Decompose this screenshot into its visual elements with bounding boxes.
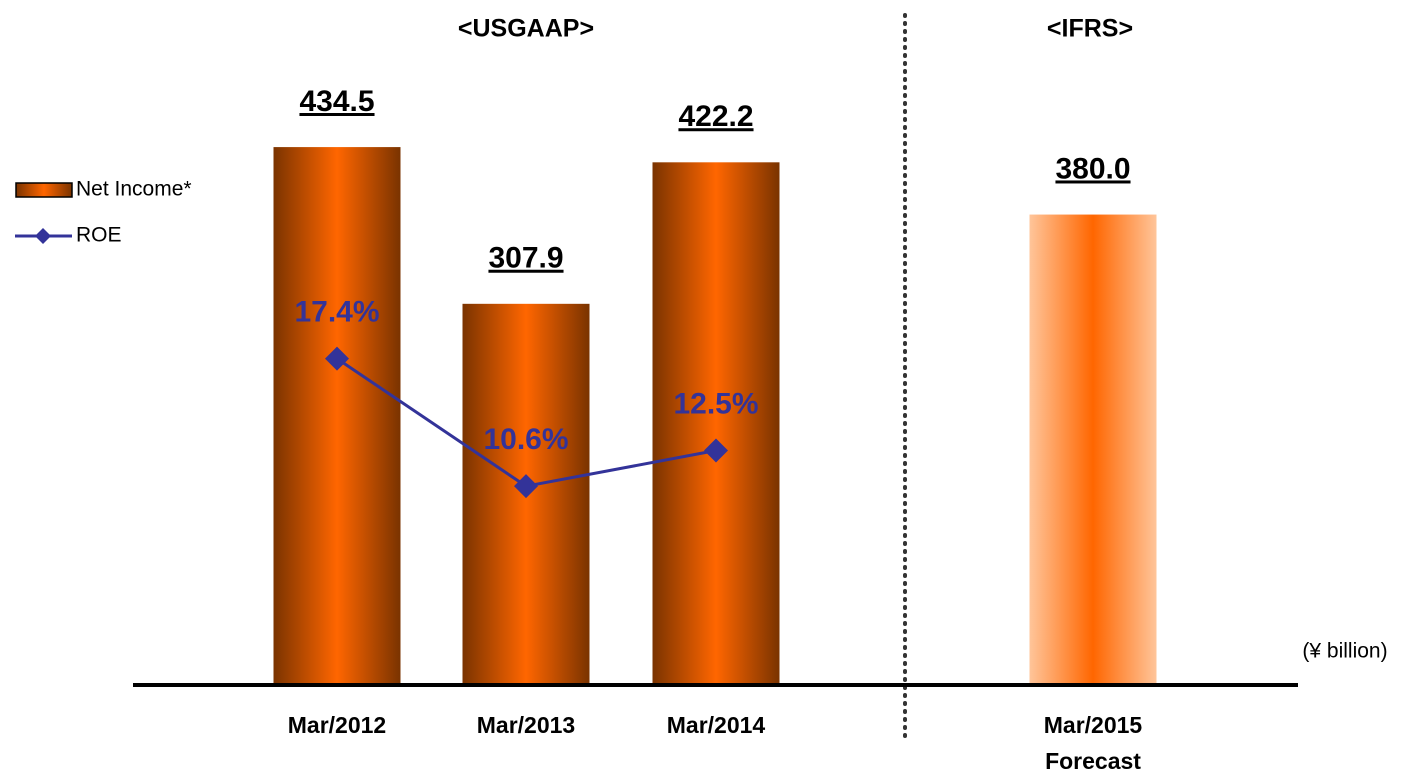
data-label: 434.5 [299, 85, 374, 118]
bar [652, 162, 780, 685]
data-label: 422.2 [678, 100, 753, 133]
data-label: 17.4% [294, 296, 379, 329]
x-tick-label: Mar/2013 [476, 712, 576, 738]
unit-label: (¥ billion) [1302, 640, 1387, 663]
legend-label: ROE [76, 224, 122, 247]
header: <USGAAP> [458, 15, 594, 43]
bar [273, 147, 401, 686]
x-tick-label: Mar/2014 [666, 712, 766, 738]
data-label: 307.9 [488, 242, 563, 275]
legend-swatch [15, 182, 73, 198]
legend-label: Net Income* [76, 178, 192, 201]
line-marker [514, 474, 538, 499]
bar [1029, 214, 1157, 685]
data-label: 10.6% [483, 423, 568, 456]
legend-marker [35, 228, 51, 244]
data-label: 12.5% [673, 387, 758, 420]
x-tick-label: Mar/2015 Forecast [1043, 712, 1143, 774]
line-marker [704, 438, 728, 463]
line-marker [325, 346, 349, 371]
x-tick-label: Mar/2012 [287, 712, 387, 738]
data-label: 380.0 [1055, 152, 1130, 185]
header: <IFRS> [1047, 15, 1133, 43]
